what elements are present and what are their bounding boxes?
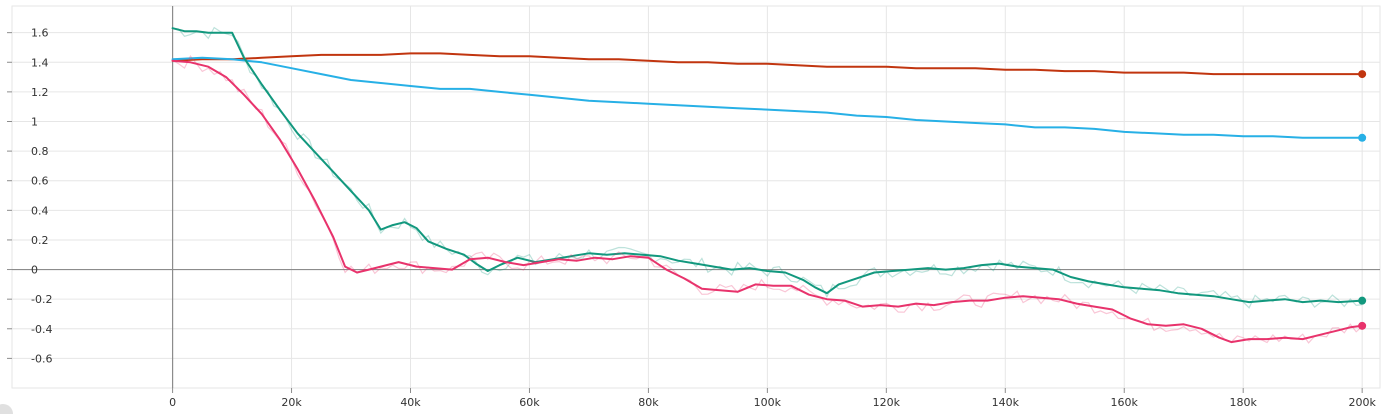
x-tick-label: 0 xyxy=(169,396,176,409)
y-tick-label: 0 xyxy=(31,264,38,277)
y-tick-label: 1.6 xyxy=(31,27,49,40)
axes xyxy=(11,5,1381,389)
y-tick-label: -0.6 xyxy=(31,352,52,365)
x-gridlines xyxy=(172,6,1363,388)
y-tick-labels: 1.6 1.4 1.2 1 0.8 0.6 0.4 0.2 0 -0.2 -0.4 -0.6 xyxy=(7,27,52,365)
series-group xyxy=(171,56,1367,142)
series-line[interactable] xyxy=(171,56,1364,139)
series-line[interactable] xyxy=(171,52,1364,76)
y-tick-label: 0.6 xyxy=(31,175,49,188)
plot-frame xyxy=(11,5,1381,389)
y-tick-label: 1.2 xyxy=(31,86,49,99)
series-group xyxy=(171,26,1367,309)
y-tick-label: 0.4 xyxy=(31,204,49,217)
x-tick-label: 60k xyxy=(519,396,540,409)
x-tick-label: 100k xyxy=(754,396,782,409)
series-end-point[interactable] xyxy=(1358,70,1367,79)
x-tick-label: 20k xyxy=(281,396,302,409)
series-group xyxy=(171,54,1367,344)
y-tick-label: -0.4 xyxy=(31,323,52,336)
y-tick-label: 0.2 xyxy=(31,234,49,247)
x-tick-labels: 0 20k 40k 60k 80k 100k 120k 140k 160k 180k 200k xyxy=(169,388,1376,409)
series-end-point[interactable] xyxy=(1358,321,1367,330)
series-group xyxy=(171,52,1367,79)
x-tick-label: 80k xyxy=(638,396,659,409)
x-tick-label: 120k xyxy=(873,396,901,409)
series-raw-line xyxy=(172,54,1363,344)
series-line[interactable] xyxy=(171,27,1364,304)
series-layer xyxy=(171,26,1367,344)
x-tick-label: 40k xyxy=(400,396,421,409)
y-tick-label: 1.4 xyxy=(31,56,49,69)
x-tick-label: 180k xyxy=(1230,396,1258,409)
series-line[interactable] xyxy=(171,59,1364,344)
x-tick-label: 200k xyxy=(1348,396,1376,409)
series-end-point[interactable] xyxy=(1358,133,1367,142)
x-tick-label: 160k xyxy=(1111,396,1139,409)
y-tick-label: 1 xyxy=(31,115,38,128)
series-raw-line xyxy=(172,26,1363,309)
y-tick-label: -0.2 xyxy=(31,293,52,306)
series-end-point[interactable] xyxy=(1358,296,1367,305)
x-tick-label: 140k xyxy=(992,396,1020,409)
corner-indicator xyxy=(0,404,13,418)
y-tick-label: 0.8 xyxy=(31,145,49,158)
y-gridlines xyxy=(12,32,1380,359)
